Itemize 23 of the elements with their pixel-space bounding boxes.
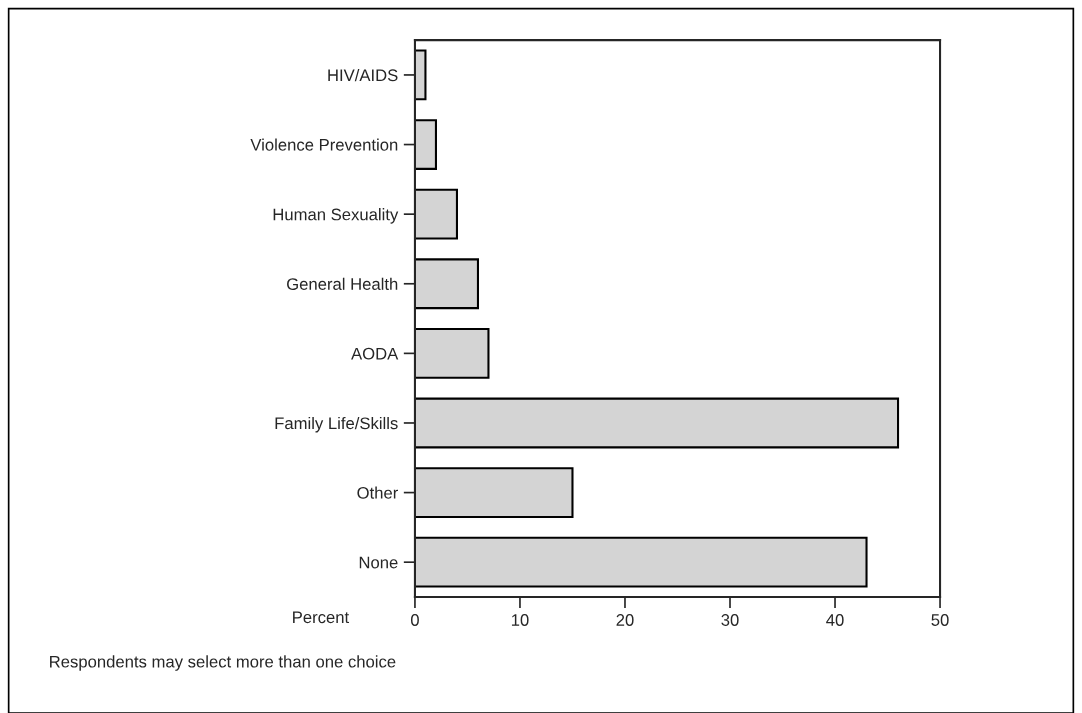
x-tick-label: 0 bbox=[410, 614, 419, 626]
x-tick-label: 30 bbox=[721, 614, 739, 626]
x-tick-label: 50 bbox=[931, 614, 949, 626]
y-tick-label: Other bbox=[357, 486, 399, 499]
y-tick-label: HIV/AIDS bbox=[328, 68, 398, 82]
y-tick-label: None bbox=[359, 556, 398, 569]
bar bbox=[414, 258, 479, 310]
y-tick-label: Violence Prevention bbox=[250, 138, 398, 151]
bar bbox=[414, 467, 574, 518]
y-tick-label: AODA bbox=[351, 347, 399, 360]
text: Respondents may select more than one choice bbox=[50, 655, 396, 671]
y-tick-label: Human Sexuality bbox=[273, 208, 399, 224]
bar bbox=[414, 188, 458, 240]
x-tick-label: 20 bbox=[616, 614, 634, 626]
bar bbox=[414, 536, 868, 588]
x-tick-label: 40 bbox=[826, 614, 844, 626]
x-tick-label: 10 bbox=[511, 614, 529, 626]
bar bbox=[414, 397, 900, 449]
y-tick-label: Family Life/Skills bbox=[275, 416, 398, 433]
bar bbox=[414, 327, 490, 379]
bar bbox=[414, 119, 437, 170]
x-axis-title: Percent bbox=[293, 611, 350, 624]
y-tick-label: General Health bbox=[287, 277, 398, 290]
